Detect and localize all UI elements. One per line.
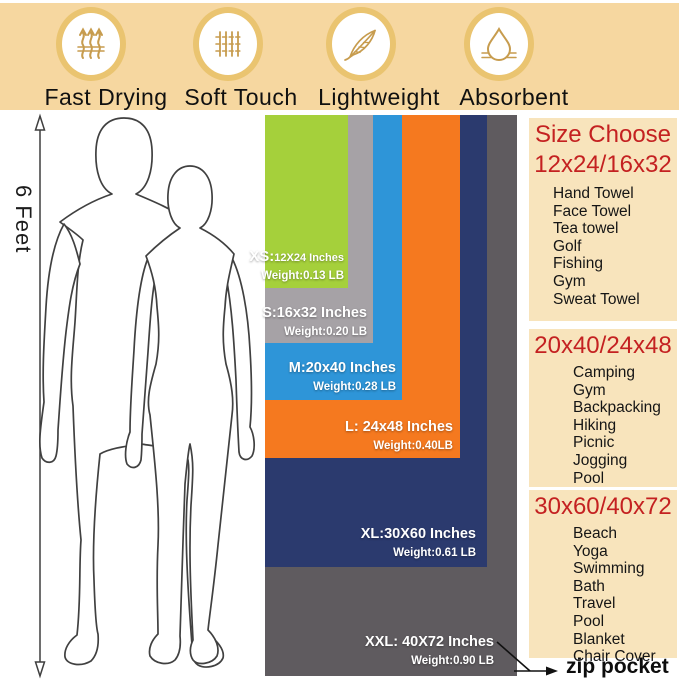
size-label-xs: XS:12X24 Inches Weight:0.13 LB <box>249 248 344 283</box>
height-comparison-figures: 6 Feet <box>6 112 268 682</box>
feather-icon <box>344 29 376 61</box>
list-item: Gym <box>553 272 586 290</box>
feature-label-soft-touch: Soft Touch <box>184 84 298 110</box>
size-group-block-small: Size Choose 12x24/16x32 Hand Towel Face … <box>529 118 677 321</box>
list-item: Chair Cover <box>573 648 656 666</box>
use-case-list-large: Beach Yoga Swimming Bath Travel Pool Bla… <box>529 520 677 666</box>
list-item: Gym <box>573 381 606 399</box>
list-item: Sweat Towel <box>553 290 640 308</box>
list-item: Tea towel <box>553 220 619 238</box>
use-case-list-small: Hand Towel Face Towel Tea towel Golf Fis… <box>529 178 677 308</box>
list-item: Backpacking <box>573 399 661 417</box>
zip-pocket-label: zip pocket <box>566 655 669 678</box>
size-label-xl: XL:30X60 Inches Weight:0.61 LB <box>360 526 476 560</box>
use-case-list-medium: Camping Gym Backpacking Hiking Picnic Jo… <box>529 359 677 487</box>
woman-outline <box>145 165 235 665</box>
list-item: Camping <box>573 364 636 381</box>
panel-title: Size Choose <box>534 121 672 148</box>
size-group-heading-large: 30x60/40x72 <box>534 493 672 520</box>
fast-drying-badge <box>56 7 126 81</box>
list-item: Hiking <box>573 416 617 434</box>
human-outlines-graphic <box>34 113 256 679</box>
list-item: Jogging <box>573 451 628 469</box>
list-item: Yoga <box>573 542 608 560</box>
list-item: Pool <box>573 469 605 487</box>
absorbent-badge <box>464 7 534 81</box>
list-item: Hand Towel <box>553 185 634 202</box>
list-item: Picnic <box>573 434 615 452</box>
list-item: Face Towel <box>553 202 632 220</box>
size-group-heading-small: 12x24/16x32 <box>534 151 672 178</box>
soft-touch-badge <box>193 7 263 81</box>
steam-arrows-icon <box>77 27 105 59</box>
list-item: Swimming <box>573 560 645 578</box>
feature-label-fast-drying: Fast Drying <box>44 84 168 110</box>
size-rect-xs: XS:12X24 Inches Weight:0.13 LB <box>249 115 348 288</box>
man-left-arm <box>38 223 81 464</box>
six-feet-label: 6 Feet <box>11 185 36 254</box>
water-drop-icon <box>481 26 517 61</box>
size-group-block-medium: 20x40/24x48 Camping Gym Backpacking Hiki… <box>529 329 677 487</box>
feature-label-lightweight: Lightweight <box>318 84 440 110</box>
zip-pocket-arrow <box>496 641 558 676</box>
size-group-block-large: 30x60/40x72 Beach Yoga Swimming Bath Tra… <box>529 490 677 665</box>
size-group-heading-medium: 20x40/24x48 <box>534 332 672 359</box>
size-label-m: M:20x40 Inches Weight:0.28 LB <box>288 360 396 394</box>
list-item: Bath <box>573 577 605 595</box>
list-item: Pool <box>573 612 605 630</box>
list-item: Fishing <box>553 255 603 273</box>
list-item: Beach <box>573 525 617 542</box>
lightweight-badge <box>326 7 396 81</box>
fabric-weave-icon <box>215 31 243 57</box>
woman-left-arm <box>124 257 157 469</box>
size-label-xxl: XXL: 40X72 Inches Weight:0.90 LB <box>365 634 494 668</box>
list-item: Blanket <box>573 630 625 648</box>
woman-right-arm <box>225 257 256 461</box>
list-item: Travel <box>573 595 616 613</box>
size-label-l: L: 24x48 Inches Weight:0.40LB <box>344 419 453 453</box>
feature-banner: Fast Drying Soft Touch Lightweight Absor… <box>0 3 679 110</box>
feature-label-absorbent: Absorbent <box>459 84 569 110</box>
list-item: Golf <box>553 237 582 255</box>
size-label-s: S:16x32 Inches Weight:0.20 LB <box>262 305 367 339</box>
